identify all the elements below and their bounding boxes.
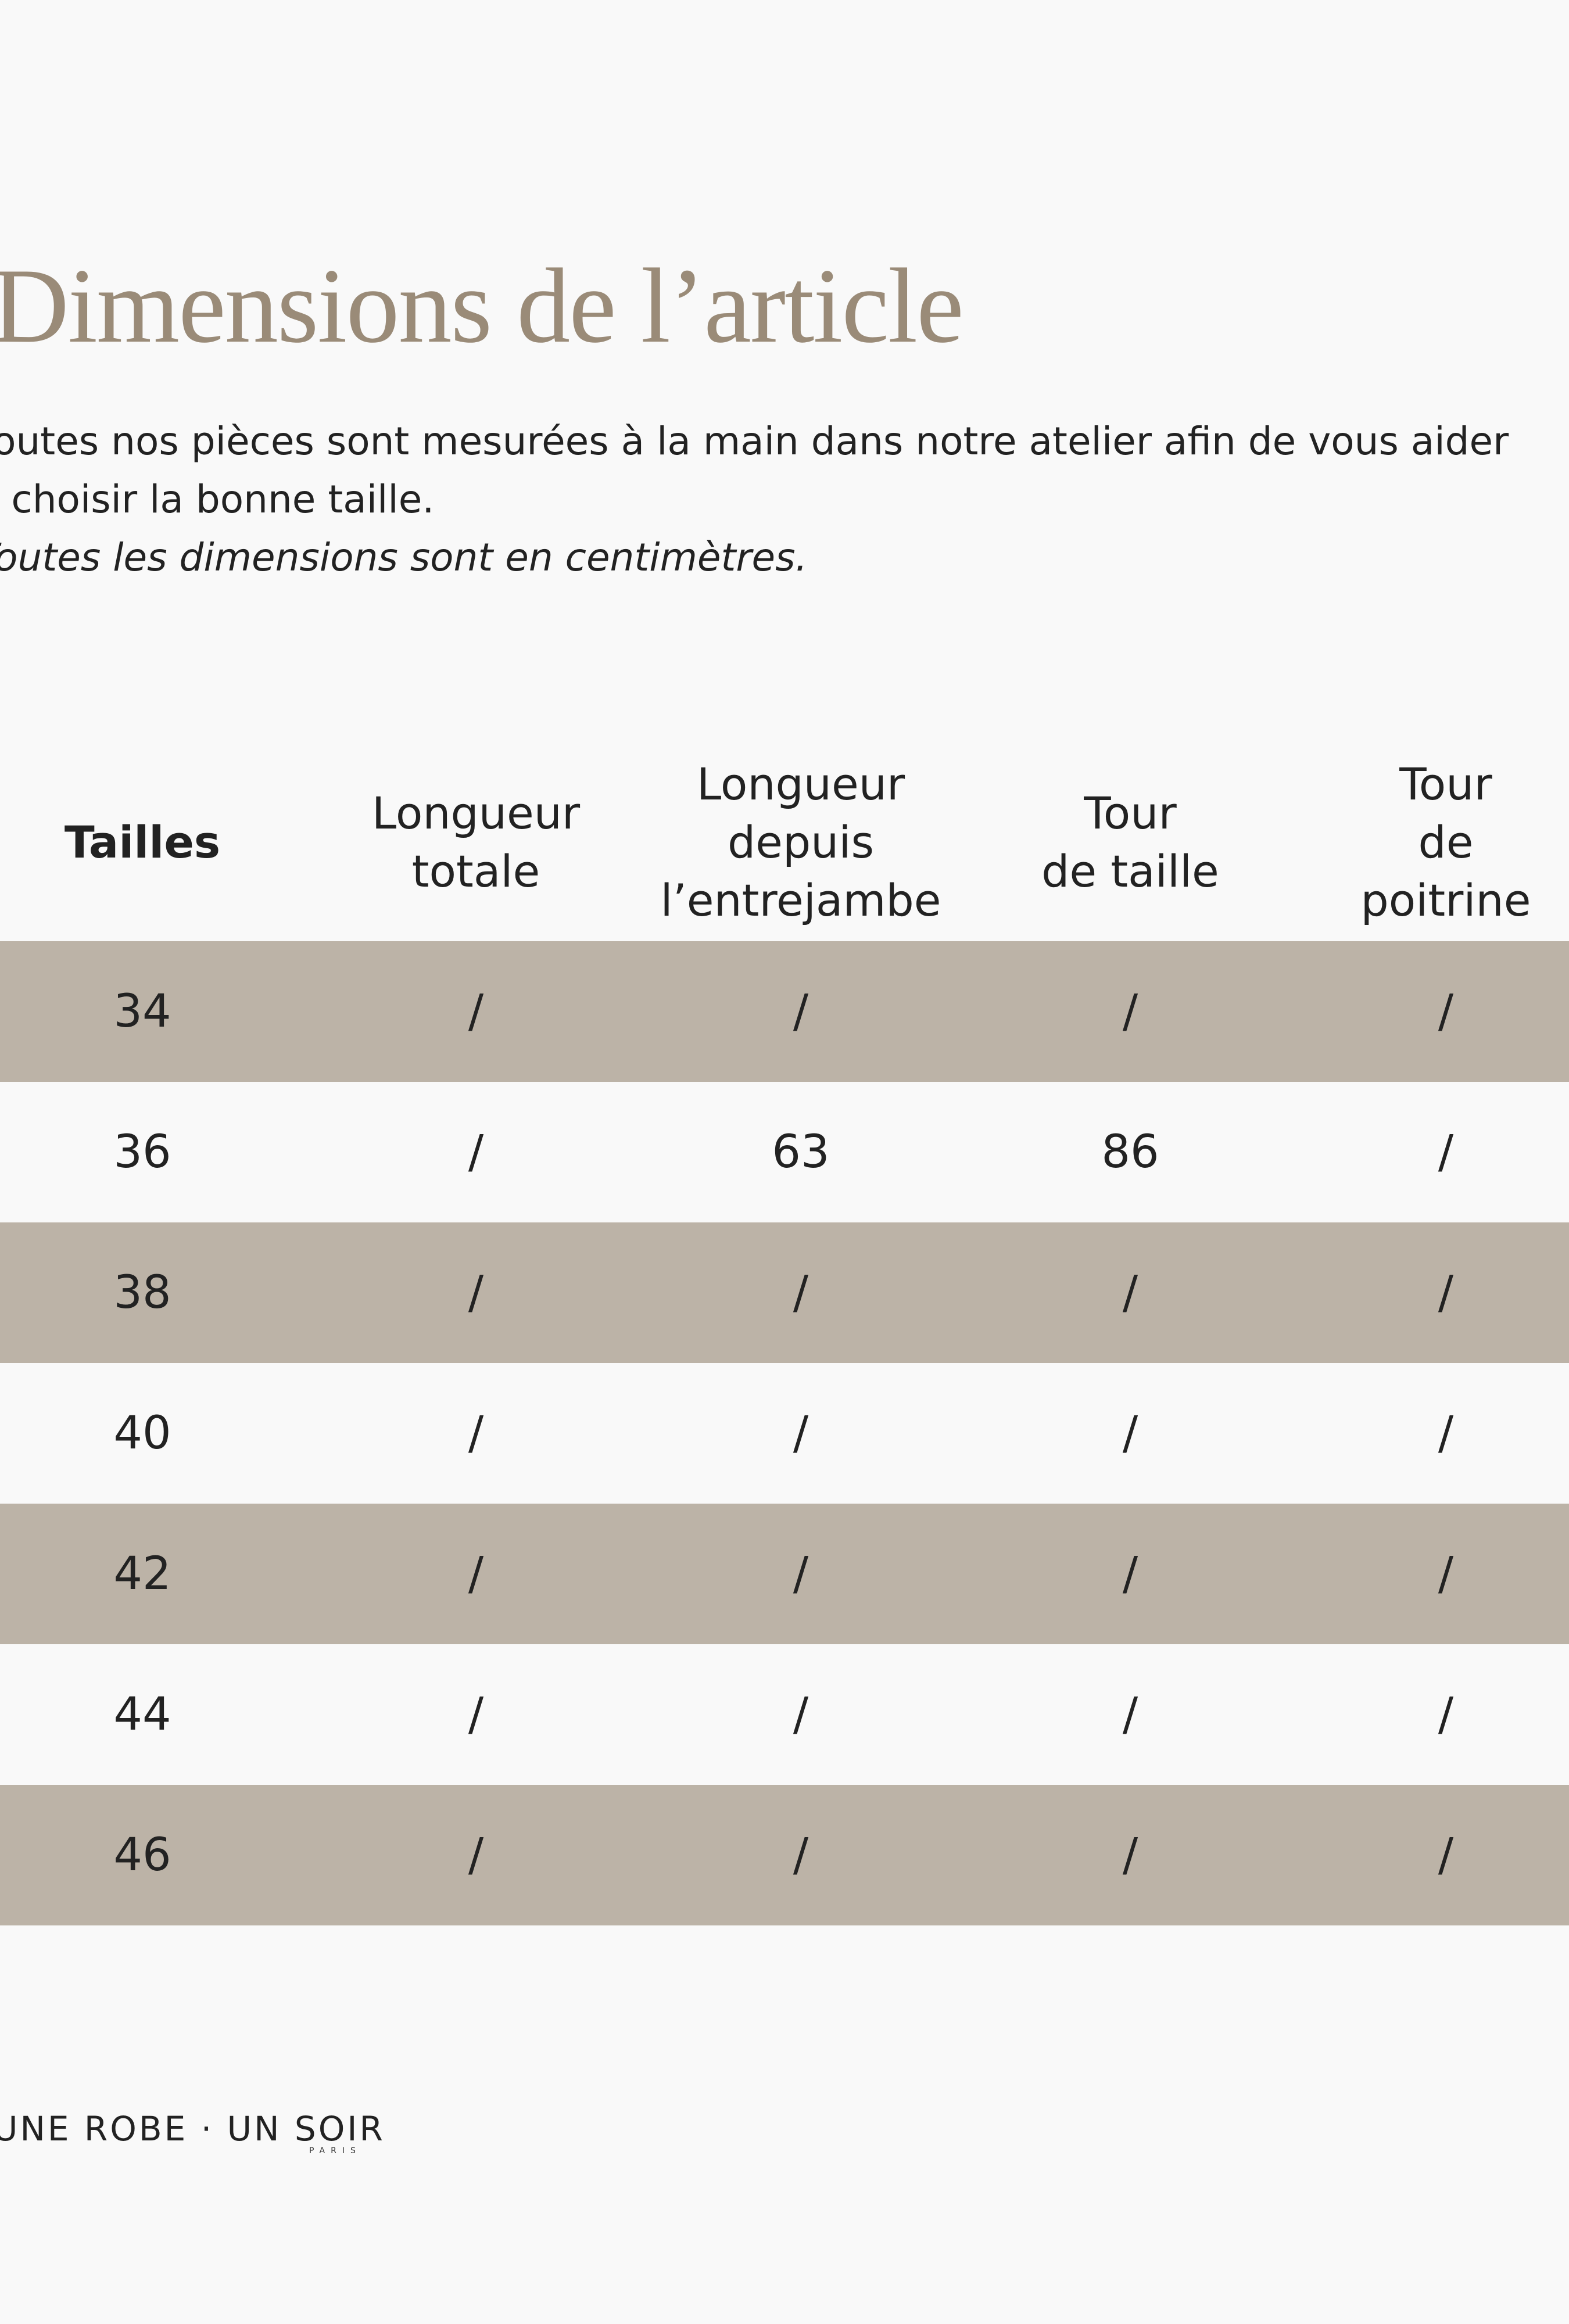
brand-logo: UNE ROBE · UN SOIR [0, 2109, 385, 2149]
column-header: Tour de taille [1041, 787, 1219, 897]
table-cell: / [1122, 985, 1138, 1038]
table-cell: 42 [113, 1548, 171, 1600]
table-cell: / [793, 1688, 809, 1741]
table-cell: / [793, 1829, 809, 1881]
table-cell: / [468, 985, 484, 1038]
table-cell: / [468, 1267, 484, 1319]
intro-note: Toutes les dimensions sont en centimètre… [0, 535, 808, 580]
table-cell: 38 [113, 1267, 171, 1319]
table-row: 38 / / / / [0, 1222, 1569, 1363]
column-header: Tailles [64, 816, 221, 868]
table-cell: / [1438, 985, 1454, 1038]
table-cell: / [1438, 1688, 1454, 1741]
table-row: 36 / 63 86 / [0, 1082, 1569, 1222]
page-title: Dimensions de l’article [0, 246, 964, 365]
table-cell: / [1438, 1829, 1454, 1881]
column-header: Longueur totale [371, 787, 581, 897]
column-header: Tour de poitrine [1360, 758, 1531, 926]
table-cell: / [793, 1267, 809, 1319]
table-cell: / [468, 1548, 484, 1600]
column-header: Longueur depuis l’entrejambe [660, 758, 941, 926]
brand-city: PARIS [309, 2146, 361, 2156]
table-row: 42 / / / / [0, 1504, 1569, 1644]
table-cell: / [793, 985, 809, 1038]
table-cell: / [1438, 1126, 1454, 1178]
table-cell: 44 [113, 1688, 171, 1741]
intro: Toutes nos pièces sont mesurées à la mai… [0, 413, 1509, 587]
intro-line: à choisir la bonne taille. [0, 477, 435, 522]
table-cell: 63 [772, 1126, 830, 1178]
table-cell: 86 [1101, 1126, 1159, 1178]
table-cell: / [1438, 1548, 1454, 1600]
table-cell: / [1122, 1407, 1138, 1459]
table-row: 46 / / / / [0, 1785, 1569, 1925]
table-row: 40 / / / / [0, 1363, 1569, 1504]
table-row: 44 / / / / [0, 1644, 1569, 1785]
table-cell: / [1438, 1267, 1454, 1319]
table-cell: / [468, 1829, 484, 1881]
table-cell: / [1122, 1267, 1138, 1319]
table-cell: / [1122, 1829, 1138, 1881]
table-cell: 34 [113, 985, 171, 1038]
table-cell: / [793, 1548, 809, 1600]
table-row: 34 / / / / [0, 941, 1569, 1082]
table-cell: / [1438, 1407, 1454, 1459]
table-cell: 46 [113, 1829, 171, 1881]
table-cell: 40 [113, 1407, 171, 1459]
table-cell: / [468, 1688, 484, 1741]
table-cell: / [1122, 1548, 1138, 1600]
table-cell: / [468, 1126, 484, 1178]
table-cell: / [468, 1407, 484, 1459]
table-cell: 36 [113, 1126, 171, 1178]
table-cell: / [1122, 1688, 1138, 1741]
table-cell: / [793, 1407, 809, 1459]
intro-line: Toutes nos pièces sont mesurées à la mai… [0, 419, 1509, 464]
